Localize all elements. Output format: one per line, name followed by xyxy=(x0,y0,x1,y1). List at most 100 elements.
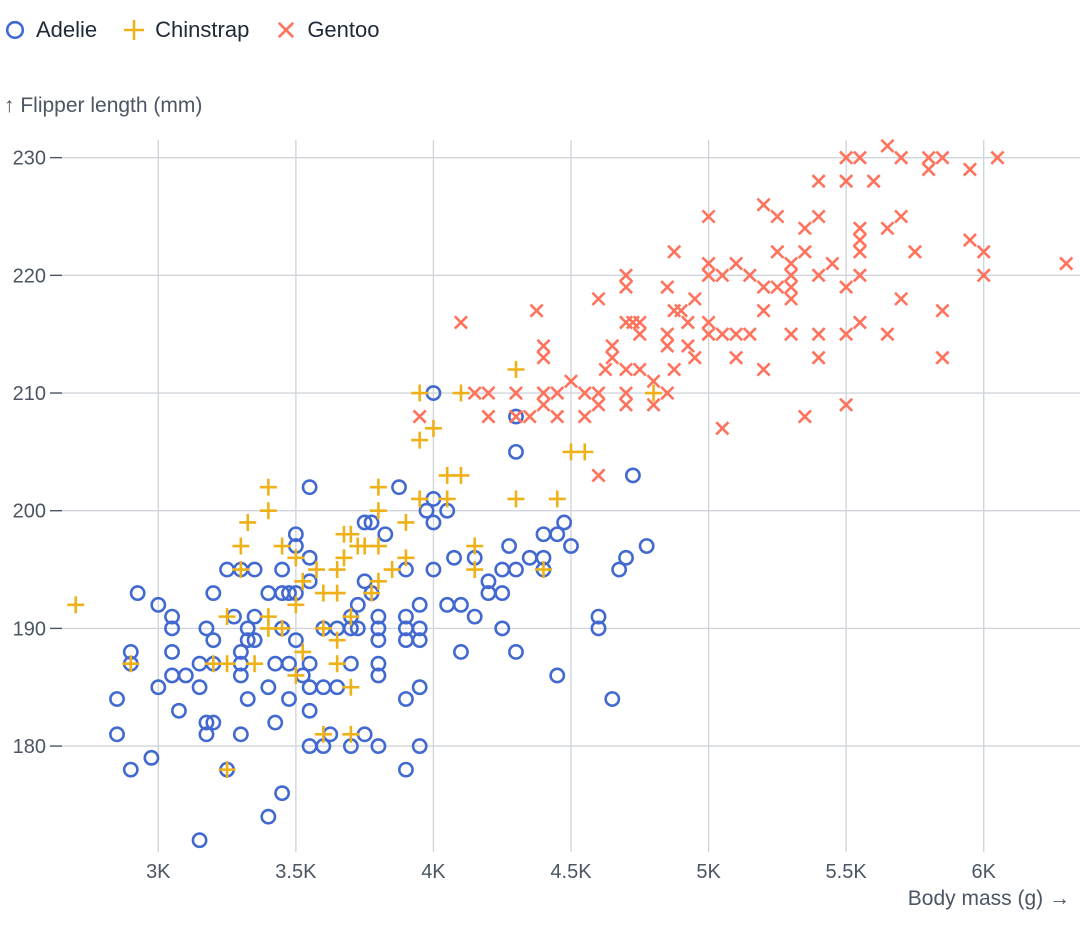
data-point xyxy=(164,608,180,625)
data-point xyxy=(452,466,470,484)
data-point xyxy=(397,761,414,778)
data-point xyxy=(246,632,263,649)
data-point xyxy=(638,538,655,554)
data-point xyxy=(624,467,641,484)
data-point xyxy=(328,655,346,673)
data-point xyxy=(577,385,592,401)
data-point xyxy=(191,679,208,696)
data-point xyxy=(287,549,305,567)
data-point xyxy=(894,150,909,165)
data-point xyxy=(535,526,552,543)
data-point xyxy=(369,478,387,496)
circle-marker-icon xyxy=(5,20,25,40)
data-point xyxy=(604,691,621,707)
data-point xyxy=(425,514,442,531)
data-point xyxy=(976,268,991,283)
data-point xyxy=(576,443,594,461)
data-point xyxy=(507,490,525,508)
data-point xyxy=(363,584,381,602)
data-point xyxy=(632,362,647,377)
data-point xyxy=(281,691,297,707)
data-point xyxy=(962,162,977,177)
data-point xyxy=(122,761,139,778)
data-point xyxy=(591,291,606,306)
y-tick-label: 180 xyxy=(13,736,46,758)
data-point xyxy=(453,596,469,613)
data-point xyxy=(315,679,332,696)
data-point xyxy=(962,232,977,248)
data-point xyxy=(267,714,284,731)
data-point xyxy=(342,655,359,672)
data-point xyxy=(839,327,854,342)
data-point xyxy=(129,585,146,602)
data-point xyxy=(328,561,346,579)
data-point xyxy=(369,502,387,520)
data-point xyxy=(646,374,661,389)
data-point xyxy=(729,350,744,365)
data-point xyxy=(811,209,826,224)
y-tick-label: 230 xyxy=(13,148,46,170)
data-point xyxy=(715,421,730,436)
data-point xyxy=(287,632,304,649)
data-point xyxy=(67,596,85,614)
data-point xyxy=(549,667,566,684)
series-chinstrap xyxy=(67,360,663,779)
data-point xyxy=(534,561,552,579)
data-point xyxy=(508,561,524,578)
data-point xyxy=(466,537,484,555)
data-point xyxy=(852,150,867,165)
x-tick-label: 3.5K xyxy=(275,861,317,883)
data-point xyxy=(921,150,936,165)
y-tick-label: 200 xyxy=(13,501,46,523)
data-point xyxy=(411,679,428,696)
data-point xyxy=(171,702,187,719)
x-tick-label: 3K xyxy=(146,861,171,883)
data-point xyxy=(811,350,826,365)
data-point xyxy=(797,409,812,424)
data-point xyxy=(232,644,249,660)
data-point xyxy=(667,362,682,377)
legend-label: Gentoo xyxy=(307,17,380,42)
data-point xyxy=(935,150,950,165)
x-tick-label: 4K xyxy=(421,861,446,883)
data-point xyxy=(308,561,325,579)
data-point xyxy=(680,315,695,330)
data-point xyxy=(591,397,606,412)
data-point xyxy=(260,808,277,825)
data-point xyxy=(232,537,250,555)
data-point xyxy=(466,608,483,625)
data-point xyxy=(680,338,695,353)
data-point xyxy=(418,502,435,519)
series-gentoo xyxy=(412,138,1074,483)
data-point xyxy=(618,268,634,283)
data-point xyxy=(412,409,427,424)
data-point xyxy=(453,644,469,660)
data-point xyxy=(660,385,675,401)
data-point xyxy=(205,585,222,602)
data-point xyxy=(328,584,346,602)
data-point xyxy=(281,655,297,672)
data-point xyxy=(424,419,442,437)
data-point xyxy=(335,549,353,567)
data-point xyxy=(550,385,565,401)
y-axis: 180 190 200 210 220 230 xyxy=(13,148,62,758)
data-point xyxy=(411,596,428,613)
data-point xyxy=(328,631,346,649)
data-point xyxy=(852,315,867,330)
data-point xyxy=(370,738,387,755)
data-point xyxy=(363,514,380,531)
data-point xyxy=(839,397,854,412)
data-point xyxy=(839,174,854,189)
x-tick-label: 5K xyxy=(696,861,721,883)
data-point xyxy=(577,409,592,424)
data-point xyxy=(797,244,812,259)
data-point xyxy=(508,409,524,424)
data-point xyxy=(198,620,215,637)
x-tick-label: 5.5K xyxy=(826,861,868,883)
data-point xyxy=(301,549,318,566)
data-point xyxy=(259,478,277,496)
x-axis-label: Body mass (g) → xyxy=(908,887,1070,910)
data-point xyxy=(591,385,606,401)
data-point xyxy=(239,620,256,637)
